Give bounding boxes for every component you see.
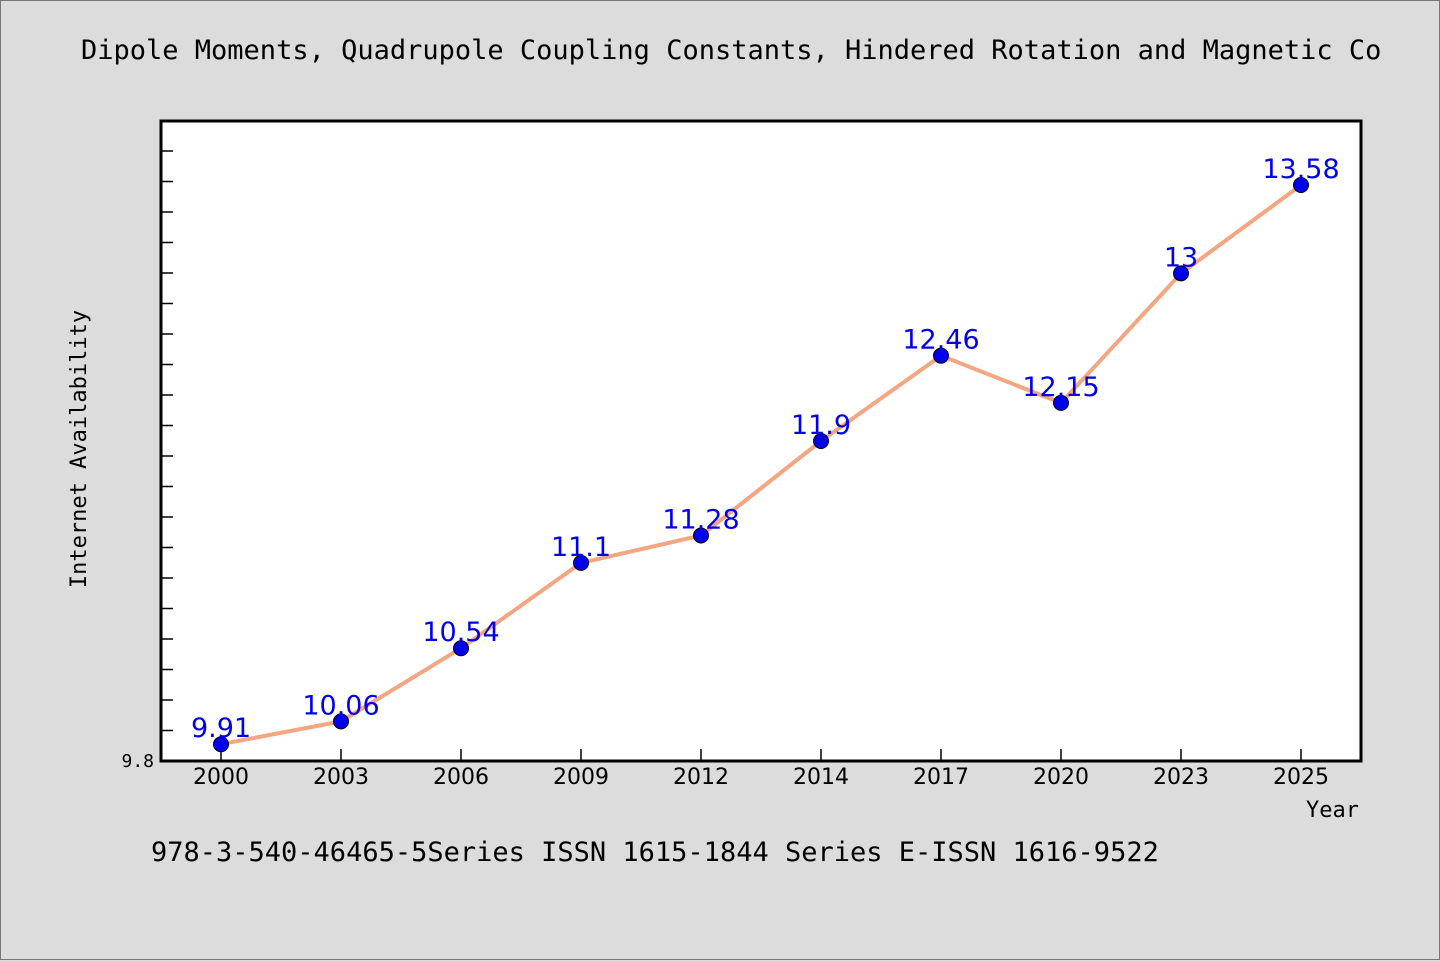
data-point [213,736,229,753]
data-label: 12.15 [1022,372,1099,403]
y-axis-label: Internet Availability [67,310,92,588]
footer-note: 978-3-540-46465-5Series ISSN 1615-1844 S… [151,837,1159,868]
y-tick-label: 9.8 [121,751,154,772]
data-label: 9.91 [191,713,251,744]
data-point [933,347,949,364]
plot-area [159,119,1363,763]
x-tick-label: 2006 [433,765,489,790]
data-label: 10.54 [422,617,499,648]
x-tick-label: 2020 [1033,765,1089,790]
data-point [333,713,349,730]
data-label: 13 [1164,242,1198,273]
x-axis-ticks [220,749,1302,761]
x-tick-label: 2025 [1273,765,1329,790]
data-point [693,527,709,544]
data-point [813,433,829,449]
x-tick-labels: 2000 2003 2006 2009 2012 2014 2017 2020 2023 2025 [193,765,1329,790]
data-label: 11.1 [551,532,611,563]
data-point [453,640,469,657]
series-markers [213,177,1309,753]
chart-title: Dipole Moments, Quadrupole Coupling Cons… [81,35,1382,66]
x-tick-label: 2017 [913,765,969,790]
data-label: 13.58 [1262,154,1339,185]
data-point [1173,265,1189,282]
data-point [573,554,589,571]
y-axis-ticks [161,150,173,762]
data-label: 11.9 [791,410,851,441]
data-label: 10.06 [302,690,379,721]
data-label: 11.28 [662,504,739,535]
data-label: 12.46 [902,325,979,356]
data-labels: 9.91 10.06 10.54 11.1 11.28 11.9 12.46 12.15 13 1… [191,154,1340,744]
x-tick-label: 2014 [793,765,849,790]
data-point [1053,394,1069,411]
x-tick-label: 2000 [193,765,249,790]
x-tick-label: 2023 [1153,765,1209,790]
x-tick-label: 2009 [553,765,609,790]
data-point [1293,177,1309,193]
x-tick-label: 2012 [673,765,729,790]
series-line [220,183,1303,747]
x-axis-label: Year [1306,798,1359,823]
x-tick-label: 2003 [313,765,369,790]
